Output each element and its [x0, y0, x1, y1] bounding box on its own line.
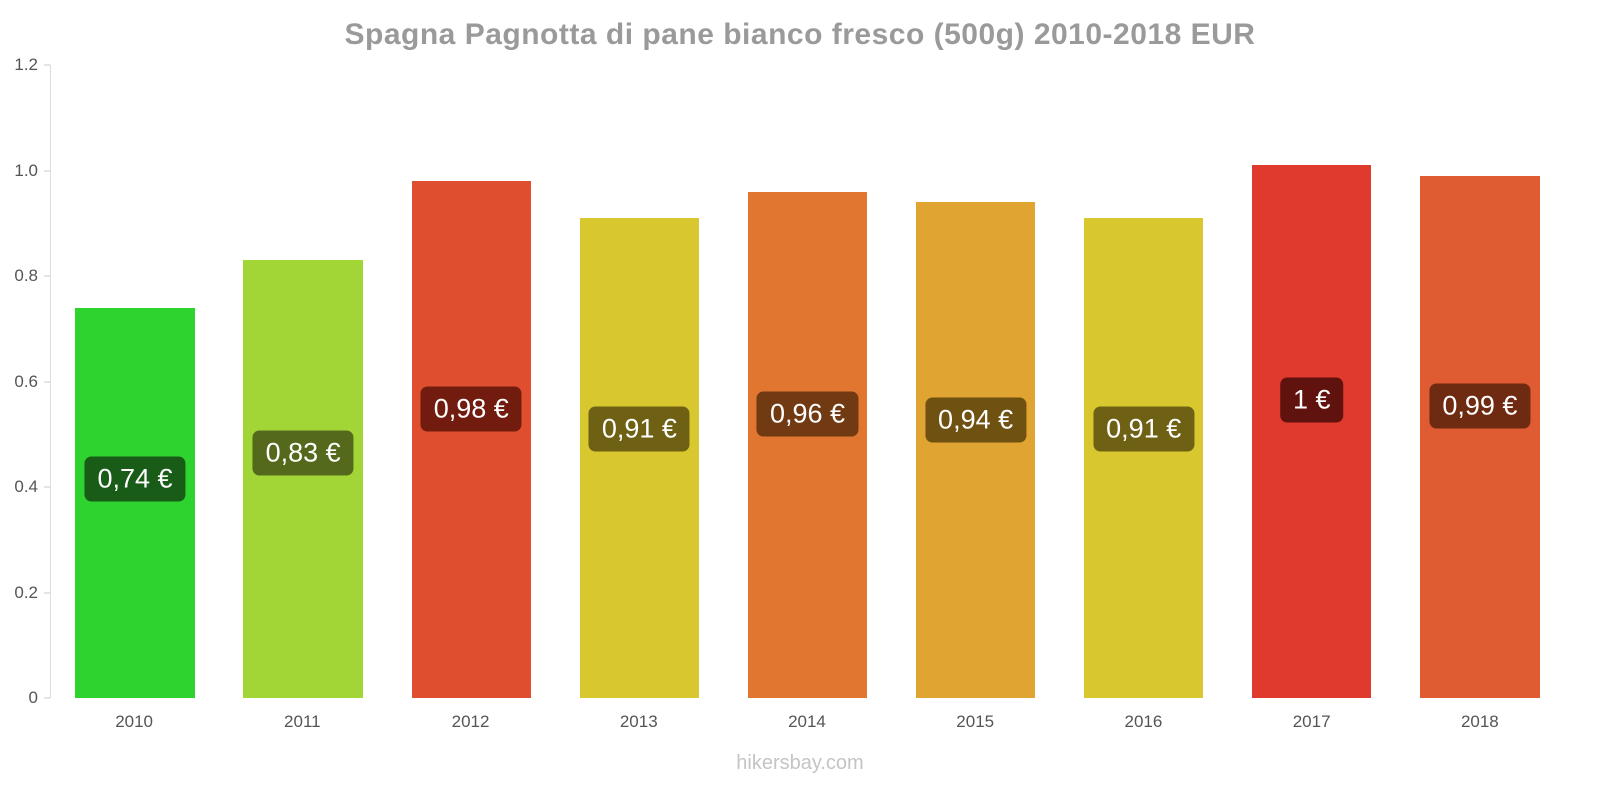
- bar-2012: 0,98 €: [411, 181, 531, 698]
- bar-2018: 0,99 €: [1420, 175, 1540, 698]
- bar-slot-2013: 0,91 €: [555, 65, 723, 698]
- bar-value-label-2018: 0,99 €: [1429, 383, 1531, 429]
- y-tick-label: 0.8: [14, 266, 38, 285]
- x-tick-label-2011: 2011: [284, 712, 321, 731]
- bar-2017: 1 €: [1252, 165, 1372, 698]
- bar-value-label-2014: 0,96 €: [756, 391, 859, 437]
- bar-value-label-2015: 0,94 €: [925, 397, 1027, 443]
- y-tick-label: 0.2: [14, 582, 38, 602]
- y-tick-label: 0.6: [14, 371, 38, 391]
- plot-area: 0,74 € 0,83 € 0,98 € 0,91 € 0,96 € 0,94 € 0,91…: [50, 65, 1564, 698]
- x-tick-label-2017: 2017: [1292, 712, 1331, 731]
- y-tick-mark: [44, 697, 50, 699]
- y-tick-mark: [44, 381, 50, 382]
- y-tick-mark: [44, 486, 50, 488]
- bar-slot-2015: 0,94 €: [892, 65, 1060, 698]
- bar-slot-2012: 0,98 €: [387, 65, 555, 698]
- x-axis: 2010 2011 2012 2013 2014 2015 2016 2017 2018: [50, 712, 1564, 732]
- bar-2015: 0,94 €: [915, 202, 1036, 698]
- y-tick-mark: [44, 592, 50, 593]
- bar-slot-2011: 0,83 €: [219, 65, 387, 698]
- x-tick-label-2013: 2013: [619, 712, 658, 731]
- y-tick-label: 0: [28, 688, 38, 707]
- bar-2010: 0,74 €: [75, 307, 195, 698]
- bar-value-label-2017: 1 €: [1280, 377, 1344, 423]
- y-tick-label: 1.2: [14, 55, 38, 74]
- bar-slot-2016: 0,91 €: [1060, 65, 1228, 698]
- bar-value-label-2013: 0,91 €: [588, 406, 690, 452]
- bar-slot-2018: 0,99 €: [1396, 65, 1564, 698]
- bar-value-label-2011: 0,83 €: [252, 430, 354, 476]
- bar-2011: 0,83 €: [243, 260, 363, 698]
- bar-value-label-2010: 0,74 €: [84, 456, 186, 502]
- x-tick-label-2016: 2016: [1124, 712, 1163, 731]
- y-tick-label: 0.4: [14, 477, 38, 496]
- bar-slot-2014: 0,96 €: [723, 65, 891, 698]
- bar-slot-2010: 0,74 €: [51, 65, 219, 698]
- x-tick-label-2010: 2010: [115, 712, 154, 731]
- x-tick-label-2018: 2018: [1460, 712, 1499, 731]
- y-tick-mark: [44, 275, 50, 277]
- y-tick-mark: [44, 170, 50, 171]
- y-tick-mark: [44, 64, 50, 66]
- bar-value-label-2016: 0,91 €: [1093, 406, 1195, 452]
- watermark-hikersbay: hikersbay.com: [736, 752, 864, 774]
- y-axis: 0 0.2 0.4 0.6 0.8 1.0 1.2: [0, 55, 50, 707]
- bar-2014: 0,96 €: [747, 191, 868, 698]
- bar-2016: 0,91 €: [1084, 217, 1204, 698]
- chart-title: Spagna Pagnotta di pane bianco fresco (5…: [344, 18, 1256, 51]
- y-tick-label: 1.0: [14, 160, 38, 180]
- x-tick-label-2012: 2012: [451, 712, 490, 731]
- x-tick-label-2015: 2015: [956, 712, 995, 731]
- bar-slot-2017: 1 €: [1228, 65, 1396, 698]
- bar-2013: 0,91 €: [579, 217, 700, 698]
- x-tick-label-2014: 2014: [788, 712, 826, 731]
- bar-value-label-2012: 0,98 €: [420, 386, 522, 432]
